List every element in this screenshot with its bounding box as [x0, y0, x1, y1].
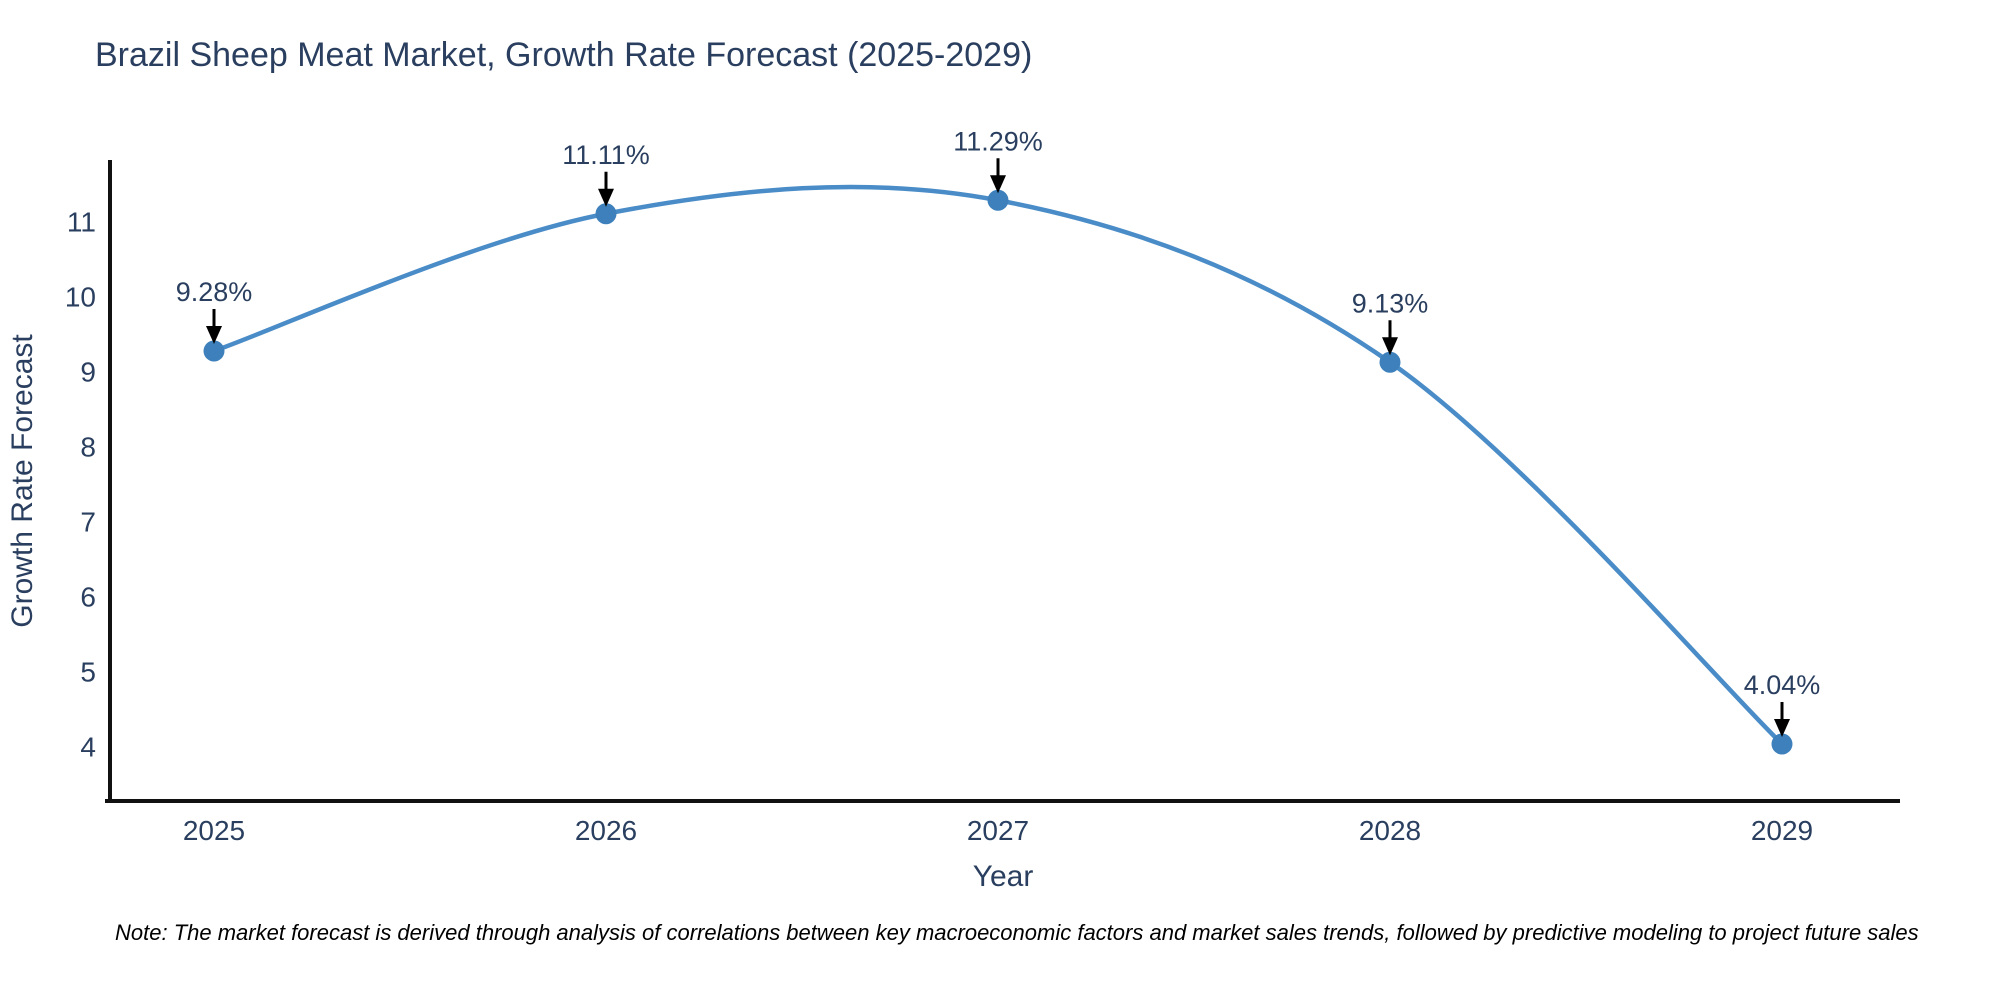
point-annotation: 9.13% — [1352, 288, 1429, 356]
y-tick-label: 11 — [67, 207, 96, 238]
annotation-arrowhead-icon — [1774, 719, 1790, 737]
x-tick-labels: 2025 2026 2027 2028 2029 — [183, 815, 1813, 846]
annotation-arrowhead-icon — [990, 175, 1006, 194]
data-point-marker[interactable] — [203, 340, 225, 362]
y-tick-labels: 4 5 6 7 8 9 10 11 — [65, 207, 96, 763]
data-point-marker[interactable] — [1379, 351, 1401, 373]
y-tick-label: 4 — [80, 732, 96, 763]
annotation-arrowhead-icon — [1382, 337, 1398, 356]
point-annotation: 4.04% — [1744, 670, 1821, 737]
x-tick-label: 2028 — [1359, 815, 1421, 846]
point-annotation: 11.29% — [953, 126, 1043, 194]
forecast-line — [211, 184, 1785, 747]
x-tick-label: 2026 — [575, 815, 637, 846]
point-annotation-label: 9.28% — [176, 277, 253, 307]
y-axis-title: Growth Rate Forecast — [6, 334, 39, 628]
y-tick-label: 6 — [80, 582, 96, 613]
series-line — [211, 184, 1785, 747]
chart-title: Brazil Sheep Meat Market, Growth Rate Fo… — [95, 36, 1032, 74]
annotation-arrowhead-icon — [598, 188, 614, 207]
data-point-marker[interactable] — [987, 189, 1009, 211]
point-annotations: 9.28% 11.11% 11.29% 9.13% 4.04% — [176, 126, 1821, 737]
point-annotation-label: 11.29% — [953, 126, 1043, 156]
point-annotation-label: 4.04% — [1744, 670, 1821, 700]
y-tick-label: 8 — [80, 432, 96, 463]
data-point-marker[interactable] — [595, 203, 617, 225]
point-annotation-label: 9.13% — [1352, 288, 1429, 318]
point-annotation: 11.11% — [562, 140, 650, 207]
data-point-marker[interactable] — [1771, 733, 1793, 755]
y-tick-label: 5 — [80, 657, 96, 688]
y-tick-label: 9 — [80, 357, 96, 388]
y-tick-label: 10 — [65, 282, 96, 313]
point-annotation-label: 11.11% — [562, 140, 650, 170]
x-tick-label: 2027 — [967, 815, 1029, 846]
annotation-arrowhead-icon — [206, 326, 222, 344]
y-tick-label: 7 — [80, 507, 96, 538]
x-tick-label: 2025 — [183, 815, 245, 846]
x-axis-title: Year — [973, 860, 1034, 893]
data-points — [203, 189, 1793, 755]
chart-note: Note: The market forecast is derived thr… — [115, 920, 1919, 945]
point-annotation: 9.28% — [176, 277, 253, 344]
x-tick-label: 2029 — [1751, 815, 1813, 846]
